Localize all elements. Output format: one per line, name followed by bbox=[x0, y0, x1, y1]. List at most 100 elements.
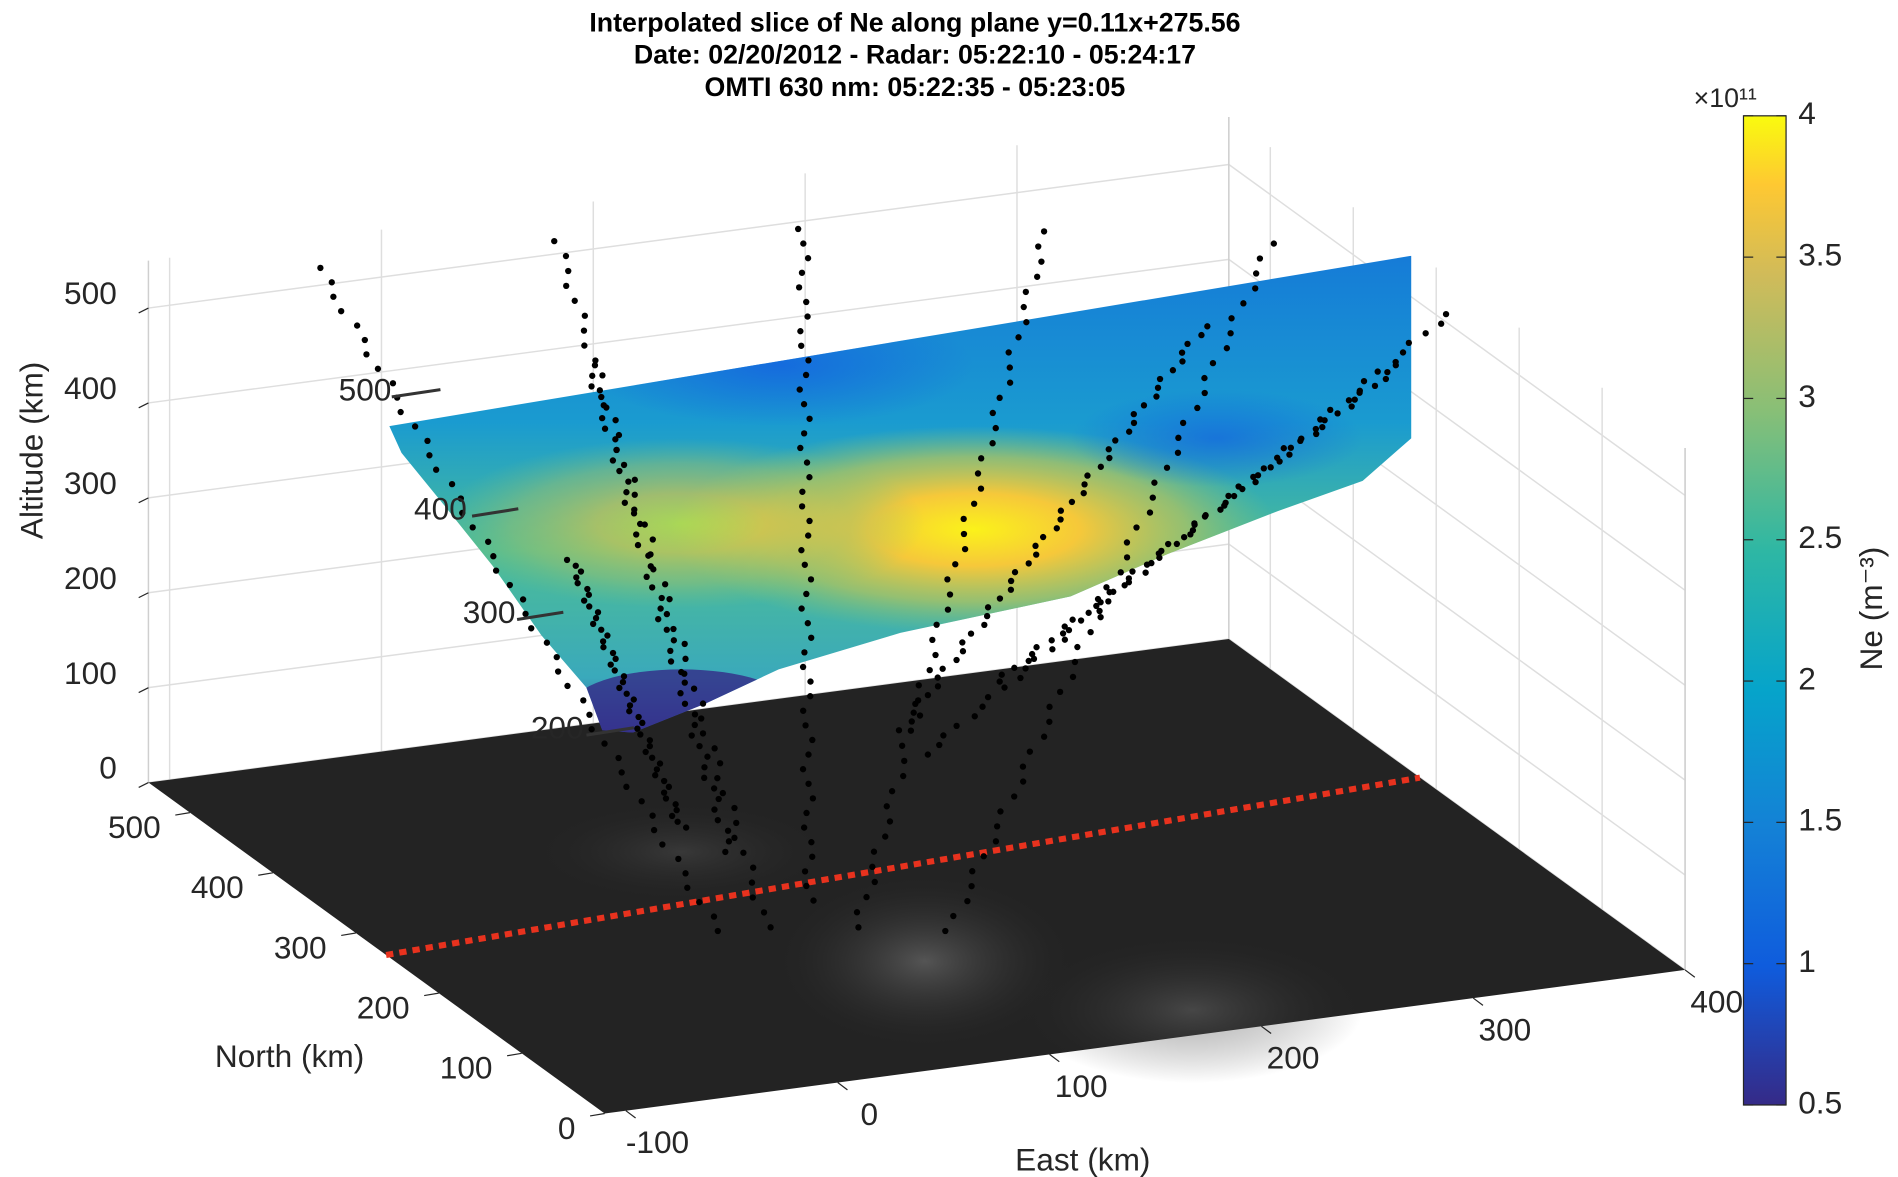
y-tick-label: 200 bbox=[357, 990, 410, 1026]
radar-sample bbox=[1201, 374, 1208, 382]
tick-mark bbox=[138, 687, 149, 694]
radar-sample bbox=[1007, 586, 1015, 593]
colorbar-scale bbox=[1742, 115, 1787, 1106]
radar-sample bbox=[1334, 410, 1341, 417]
radar-sample bbox=[992, 838, 1000, 845]
radar-sample bbox=[1287, 444, 1295, 451]
radar-sample bbox=[662, 795, 670, 802]
radar-sample bbox=[565, 267, 572, 275]
radar-sample bbox=[1405, 339, 1413, 347]
x-tick-label: 400 bbox=[1690, 983, 1743, 1019]
radar-sample bbox=[623, 690, 630, 697]
radar-sample bbox=[616, 467, 623, 475]
radar-sample bbox=[374, 365, 382, 372]
radar-sample bbox=[996, 678, 1003, 685]
radar-sample bbox=[626, 708, 633, 715]
radar-sample bbox=[589, 372, 596, 379]
radar-sample bbox=[609, 649, 617, 657]
grid-line bbox=[148, 258, 1229, 404]
radar-sample bbox=[639, 719, 646, 726]
radar-sample bbox=[714, 927, 721, 935]
radar-sample bbox=[353, 322, 361, 329]
radar-sample bbox=[688, 732, 695, 739]
radar-sample bbox=[719, 789, 727, 797]
radar-sample bbox=[960, 515, 967, 523]
radar-sample bbox=[809, 853, 816, 860]
radar-sample bbox=[980, 853, 987, 860]
z-tick-label: 100 bbox=[64, 655, 117, 691]
radar-sample bbox=[805, 357, 812, 364]
radar-sample bbox=[1175, 434, 1182, 442]
grid-line bbox=[148, 163, 1229, 309]
radar-sample bbox=[1154, 384, 1162, 391]
radar-sample bbox=[1382, 375, 1390, 383]
slice-label: 200 bbox=[531, 710, 584, 746]
radar-sample bbox=[724, 827, 732, 834]
radar-sample bbox=[1133, 524, 1140, 531]
radar-sample bbox=[796, 386, 803, 393]
radar-sample bbox=[613, 446, 620, 454]
z-tick-label: 300 bbox=[64, 465, 117, 501]
radar-sample bbox=[1178, 349, 1186, 356]
radar-sample bbox=[1225, 492, 1232, 500]
radar-sample bbox=[959, 639, 966, 646]
radar-sample bbox=[809, 795, 817, 802]
radar-sample bbox=[667, 647, 674, 655]
z-tick-label: 200 bbox=[64, 560, 117, 596]
radar-sample bbox=[731, 804, 738, 812]
radar-sample bbox=[1129, 568, 1136, 575]
tick-mark bbox=[341, 932, 356, 937]
radar-sample bbox=[915, 682, 922, 689]
radar-sample bbox=[1123, 554, 1131, 561]
radar-sample bbox=[588, 383, 595, 390]
tick-mark bbox=[138, 497, 149, 504]
radar-sample bbox=[584, 585, 591, 593]
radar-sample bbox=[749, 894, 756, 901]
radar-sample bbox=[807, 576, 815, 583]
radar-sample bbox=[663, 626, 670, 633]
radar-sample bbox=[936, 741, 943, 749]
colorbar-tick-label: 2.5 bbox=[1798, 519, 1842, 555]
z-axis-label: Altitude (km) bbox=[13, 362, 49, 539]
y-tick-label: 300 bbox=[274, 929, 327, 965]
radar-sample bbox=[805, 780, 812, 787]
radar-sample bbox=[1158, 547, 1165, 555]
radar-sample bbox=[585, 591, 593, 598]
radar-sample bbox=[807, 678, 814, 685]
radar-sample bbox=[1103, 584, 1110, 591]
radar-sample bbox=[1130, 410, 1137, 418]
radar-sample bbox=[800, 824, 808, 831]
radar-sample bbox=[900, 772, 907, 780]
radar-sample bbox=[806, 415, 813, 422]
radar-sample bbox=[898, 742, 906, 749]
radar-sample bbox=[636, 520, 644, 528]
y-tick-label: 400 bbox=[191, 869, 244, 905]
radar-sample bbox=[691, 711, 699, 718]
radar-sample bbox=[798, 605, 805, 612]
radar-sample bbox=[863, 893, 870, 901]
radar-sample bbox=[715, 795, 722, 803]
radar-sample bbox=[1061, 623, 1068, 630]
radar-sample bbox=[944, 576, 951, 583]
x-axis-label: East (km) bbox=[1015, 1142, 1150, 1177]
radar-sample bbox=[934, 674, 941, 681]
tick-mark bbox=[625, 1110, 636, 1119]
radar-sample bbox=[1006, 379, 1014, 386]
radar-sample bbox=[551, 237, 558, 245]
radar-sample bbox=[1061, 636, 1069, 643]
radar-sample bbox=[1046, 718, 1053, 725]
radar-sample bbox=[389, 380, 397, 387]
radar-sample bbox=[1165, 540, 1172, 548]
radar-sample bbox=[1142, 569, 1149, 576]
radar-sample bbox=[485, 538, 492, 545]
radar-sample bbox=[855, 924, 862, 931]
radar-sample bbox=[984, 604, 992, 611]
radar-sample bbox=[929, 636, 936, 644]
grid-line bbox=[1228, 543, 1686, 876]
radar-sample bbox=[910, 709, 917, 716]
radar-sample bbox=[1230, 492, 1238, 500]
radar-sample bbox=[661, 581, 669, 588]
radar-sample bbox=[648, 754, 656, 761]
radar-sample bbox=[696, 742, 703, 750]
radar-sample bbox=[1163, 464, 1171, 471]
